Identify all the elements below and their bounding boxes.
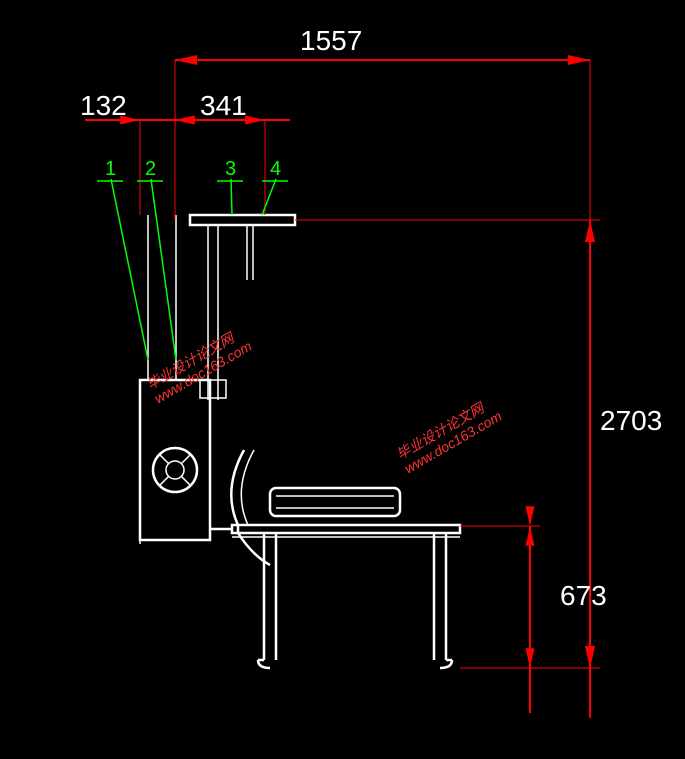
svg-text:132: 132 (80, 90, 127, 121)
svg-text:1557: 1557 (300, 25, 362, 56)
svg-text:4: 4 (270, 158, 281, 180)
svg-text:1: 1 (105, 158, 116, 180)
svg-text:2: 2 (145, 158, 156, 180)
svg-text:3: 3 (225, 158, 236, 180)
svg-text:341: 341 (200, 90, 247, 121)
svg-text:673: 673 (560, 580, 607, 611)
svg-text:2703: 2703 (600, 405, 662, 436)
